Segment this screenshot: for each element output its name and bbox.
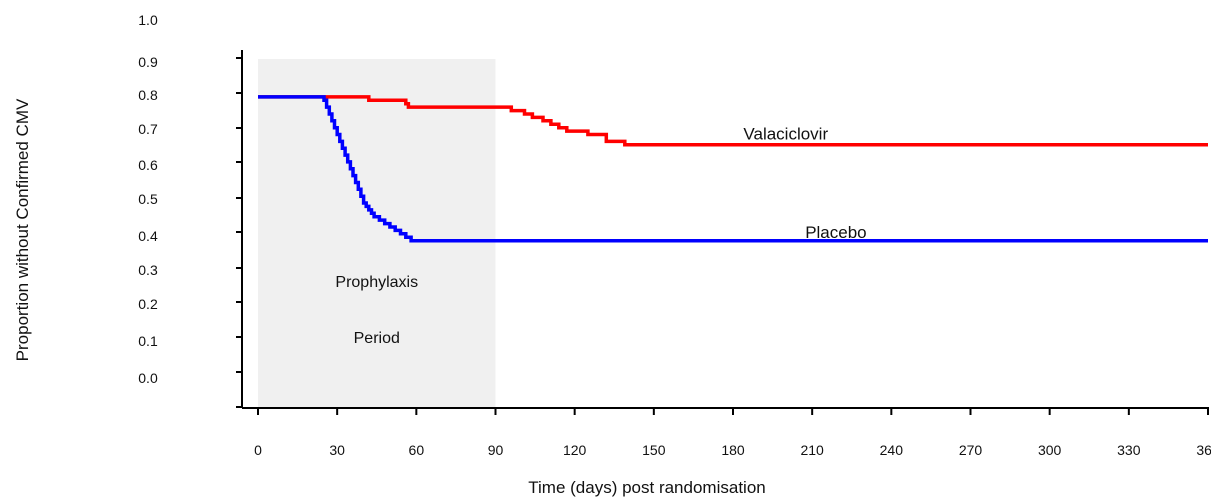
x-tick-label: 150: [642, 442, 666, 458]
prophylaxis-period-shading: [258, 59, 496, 408]
x-tick-label: 0: [254, 442, 262, 458]
x-axis-title: Time (days) post randomisation: [528, 478, 765, 497]
x-tick-label: 270: [959, 442, 983, 458]
series-line-placebo: [258, 95, 1208, 243]
series-layer: Valaciclovir Placebo: [258, 95, 1208, 243]
x-tick-label: 60: [409, 442, 425, 458]
y-axis: 1.0 0.9 0.8 0.7 0.6 0.5 0.4 0.3 0.2 0.1 0.0: [138, 12, 243, 408]
prophylaxis-label: Prophylaxis: [335, 274, 418, 291]
y-tick-label: 0.8: [138, 87, 158, 103]
x-tick-label: 360: [1196, 442, 1211, 458]
y-tick-label: 0.6: [138, 157, 158, 173]
period-label: Period: [354, 330, 400, 347]
series-label-placebo: Placebo: [805, 223, 866, 242]
y-tick-label: 0.9: [138, 54, 158, 70]
x-tick-label: 240: [880, 442, 904, 458]
x-tick-label: 30: [329, 442, 345, 458]
x-tick-label: 180: [721, 442, 745, 458]
y-tick-label: 0.3: [138, 262, 158, 278]
x-tick-label: 120: [563, 442, 587, 458]
y-tick-label: 0.4: [138, 228, 158, 244]
x-tick-label: 210: [800, 442, 824, 458]
y-tick-label: 0.5: [138, 191, 158, 207]
x-tick-label: 300: [1038, 442, 1062, 458]
series-line-valaciclovir: [258, 95, 1208, 147]
series-label-valaciclovir: Valaciclovir: [743, 124, 828, 143]
y-axis-title: Proportion without Confirmed CMV: [13, 98, 32, 361]
y-tick-label: 0.7: [138, 121, 158, 137]
x-tick-label: 330: [1117, 442, 1141, 458]
y-tick-label: 1.0: [138, 12, 158, 28]
x-tick-label: 90: [488, 442, 504, 458]
y-tick-label: 0.0: [138, 370, 158, 386]
y-tick-label: 0.2: [138, 296, 158, 312]
y-tick-label: 0.1: [138, 333, 158, 349]
x-axis: 0 30 60 90 120 150 180 210 240 270 300 330 360: [242, 407, 1211, 458]
